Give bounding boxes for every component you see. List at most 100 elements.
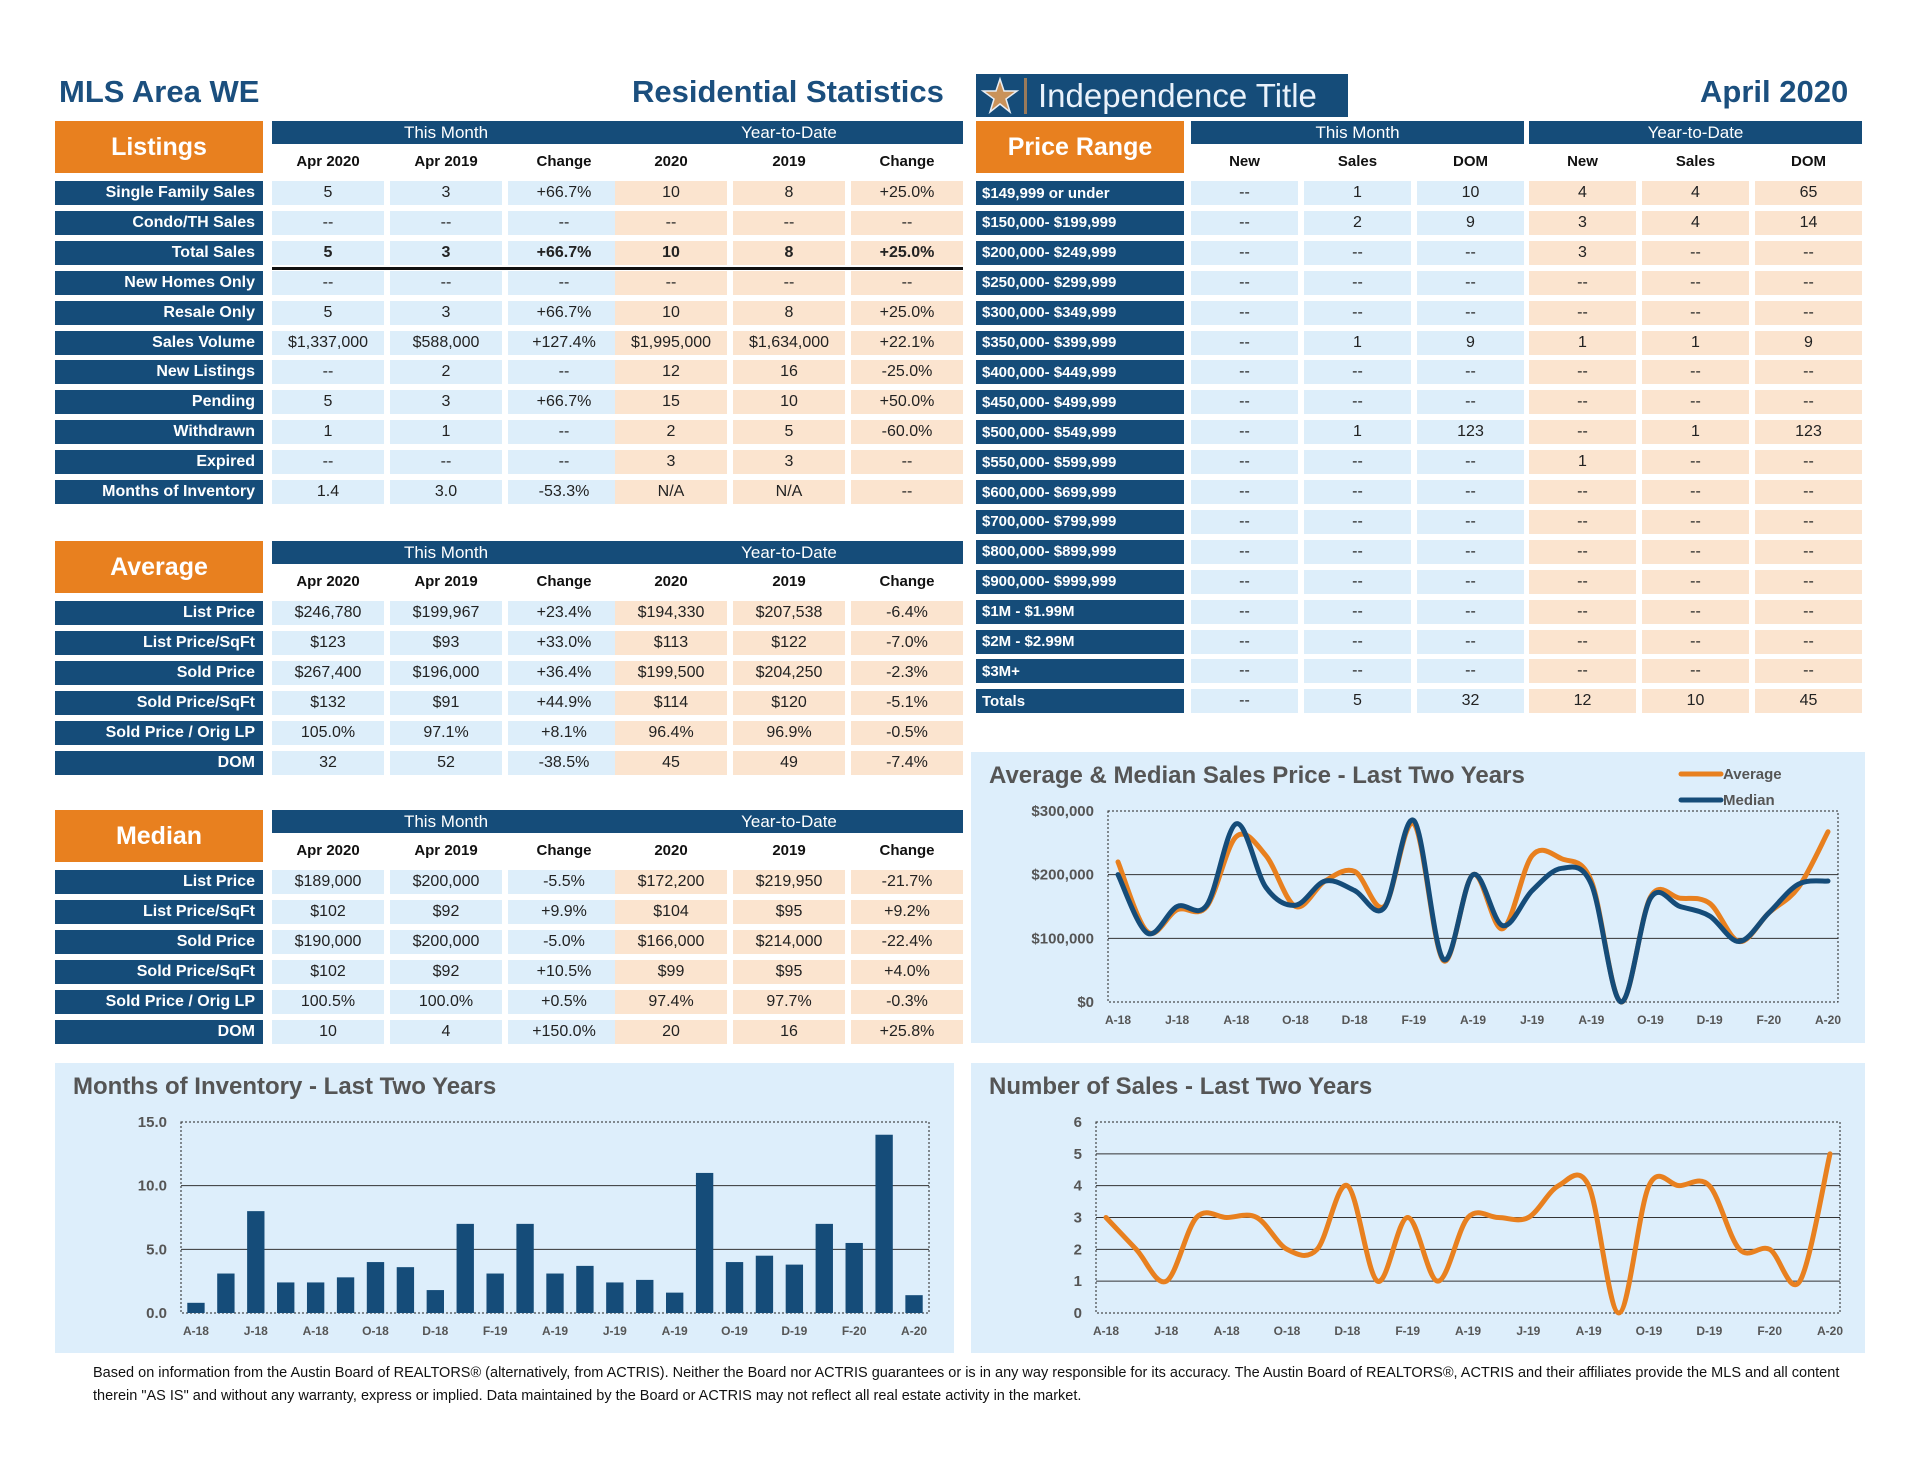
table-cell: 10 bbox=[615, 181, 727, 205]
x-tick-label: A-18 bbox=[1105, 1013, 1131, 1027]
price-chart: Average & Median Sales Price - Last Two … bbox=[971, 752, 1865, 1043]
x-tick-label: A-19 bbox=[1576, 1324, 1602, 1338]
bar bbox=[277, 1282, 295, 1313]
table-cell: 4 bbox=[390, 1019, 502, 1044]
table-cell: -- bbox=[615, 210, 727, 235]
table-cell: -- bbox=[1755, 599, 1862, 624]
x-tick-label: A-18 bbox=[183, 1324, 209, 1338]
table-cell: -- bbox=[1304, 629, 1411, 654]
table-cell: 45 bbox=[1755, 689, 1862, 714]
table-cell: +8.1% bbox=[508, 720, 620, 745]
table-cell: $95 bbox=[733, 899, 845, 924]
table-cell: 1 bbox=[1304, 330, 1411, 355]
row-label: $400,000- $449,999 bbox=[976, 360, 1184, 385]
row-label: List Price bbox=[55, 870, 263, 894]
bar bbox=[187, 1302, 205, 1313]
table-cell: $113 bbox=[615, 630, 727, 655]
table-cell: 100.0% bbox=[390, 989, 502, 1014]
table-cell: -0.5% bbox=[851, 720, 963, 745]
table-cell: $120 bbox=[733, 690, 845, 715]
table-cell: -- bbox=[508, 420, 620, 445]
table-cell: 123 bbox=[1755, 420, 1862, 445]
table-cell: -21.7% bbox=[851, 870, 963, 894]
column-header: Apr 2020 bbox=[296, 842, 360, 859]
table-cell: $246,780 bbox=[272, 601, 384, 625]
table-cell: 3 bbox=[1529, 240, 1636, 265]
table-cell: 9 bbox=[1755, 330, 1862, 355]
row-label: List Price bbox=[55, 601, 263, 625]
table-cell: +23.4% bbox=[508, 601, 620, 625]
table-cell: $99 bbox=[615, 959, 727, 984]
table-cell: 96.9% bbox=[733, 720, 845, 745]
table-cell: -- bbox=[1304, 450, 1411, 475]
table-cell: $123 bbox=[272, 630, 384, 655]
row-label: $2M - $2.99M bbox=[976, 629, 1184, 654]
table-cell: 5 bbox=[272, 240, 384, 265]
table-cell: +10.5% bbox=[508, 959, 620, 984]
chart-title: Number of Sales - Last Two Years bbox=[989, 1073, 1373, 1100]
row-label: Sold Price/SqFt bbox=[55, 690, 263, 715]
y-tick-label: 3 bbox=[1074, 1210, 1082, 1227]
table-cell: -- bbox=[1529, 539, 1636, 564]
table-cell: -53.3% bbox=[508, 480, 620, 504]
row-label: New Listings bbox=[55, 360, 263, 385]
table-cell: -- bbox=[1417, 629, 1524, 654]
column-header: Change bbox=[536, 153, 592, 170]
table-cell: 16 bbox=[733, 1019, 845, 1044]
row-label: $150,000- $199,999 bbox=[976, 210, 1184, 235]
table-cell: -- bbox=[1417, 599, 1524, 624]
table-cell: -- bbox=[1529, 599, 1636, 624]
table-cell: -- bbox=[1642, 450, 1749, 475]
table-cell: 3 bbox=[390, 390, 502, 415]
row-label: $1M - $1.99M bbox=[976, 599, 1184, 624]
column-header: Sales bbox=[1337, 153, 1378, 170]
table-cell: -- bbox=[1755, 629, 1862, 654]
row-label: DOM bbox=[55, 750, 263, 775]
table-cell: 3 bbox=[615, 450, 727, 475]
table-cell: -- bbox=[615, 270, 727, 295]
table-cell: 1 bbox=[390, 420, 502, 445]
x-tick-label: J-18 bbox=[1154, 1324, 1178, 1338]
column-header: Change bbox=[536, 842, 592, 859]
table-cell: -- bbox=[1304, 659, 1411, 684]
column-header: Change bbox=[879, 573, 935, 590]
median-heading: Median bbox=[55, 810, 263, 862]
chart-title: Months of Inventory - Last Two Years bbox=[73, 1073, 497, 1100]
table-cell: -- bbox=[508, 210, 620, 235]
row-label: Expired bbox=[55, 450, 263, 475]
table-cell: 45 bbox=[615, 750, 727, 775]
column-header: DOM bbox=[1453, 153, 1488, 170]
table-cell: -- bbox=[1417, 240, 1524, 265]
table-cell: $102 bbox=[272, 899, 384, 924]
row-label: $600,000- $699,999 bbox=[976, 480, 1184, 504]
disclaimer: Based on information from the Austin Boa… bbox=[93, 1365, 1840, 1404]
table-cell: -- bbox=[272, 270, 384, 295]
table-cell: $200,000 bbox=[390, 870, 502, 894]
y-tick-label: 6 bbox=[1074, 1114, 1082, 1131]
row-label: List Price/SqFt bbox=[55, 899, 263, 924]
table-cell: -- bbox=[1191, 181, 1298, 205]
table-cell: 10 bbox=[272, 1019, 384, 1044]
table-cell: -- bbox=[1529, 270, 1636, 295]
table-cell: 1 bbox=[272, 420, 384, 445]
table-cell: 1 bbox=[1529, 330, 1636, 355]
table-cell: $92 bbox=[390, 899, 502, 924]
table-cell: -- bbox=[1417, 390, 1524, 415]
table-cell: $199,967 bbox=[390, 601, 502, 625]
table-cell: $190,000 bbox=[272, 929, 384, 954]
table-cell: -- bbox=[1191, 390, 1298, 415]
y-tick-label: $200,000 bbox=[1031, 867, 1094, 884]
table-cell: -- bbox=[1642, 240, 1749, 265]
table-cell: -- bbox=[1529, 360, 1636, 385]
table-cell: -- bbox=[272, 450, 384, 475]
column-header: Change bbox=[879, 842, 935, 859]
table-cell: +22.1% bbox=[851, 330, 963, 355]
row-label: $200,000- $249,999 bbox=[976, 240, 1184, 265]
table-cell: 16 bbox=[733, 360, 845, 385]
table-cell: -- bbox=[272, 210, 384, 235]
bar bbox=[815, 1223, 833, 1313]
divider bbox=[272, 266, 963, 270]
row-label: $700,000- $799,999 bbox=[976, 509, 1184, 534]
table-cell: -6.4% bbox=[851, 601, 963, 625]
x-tick-label: O-18 bbox=[362, 1324, 389, 1338]
